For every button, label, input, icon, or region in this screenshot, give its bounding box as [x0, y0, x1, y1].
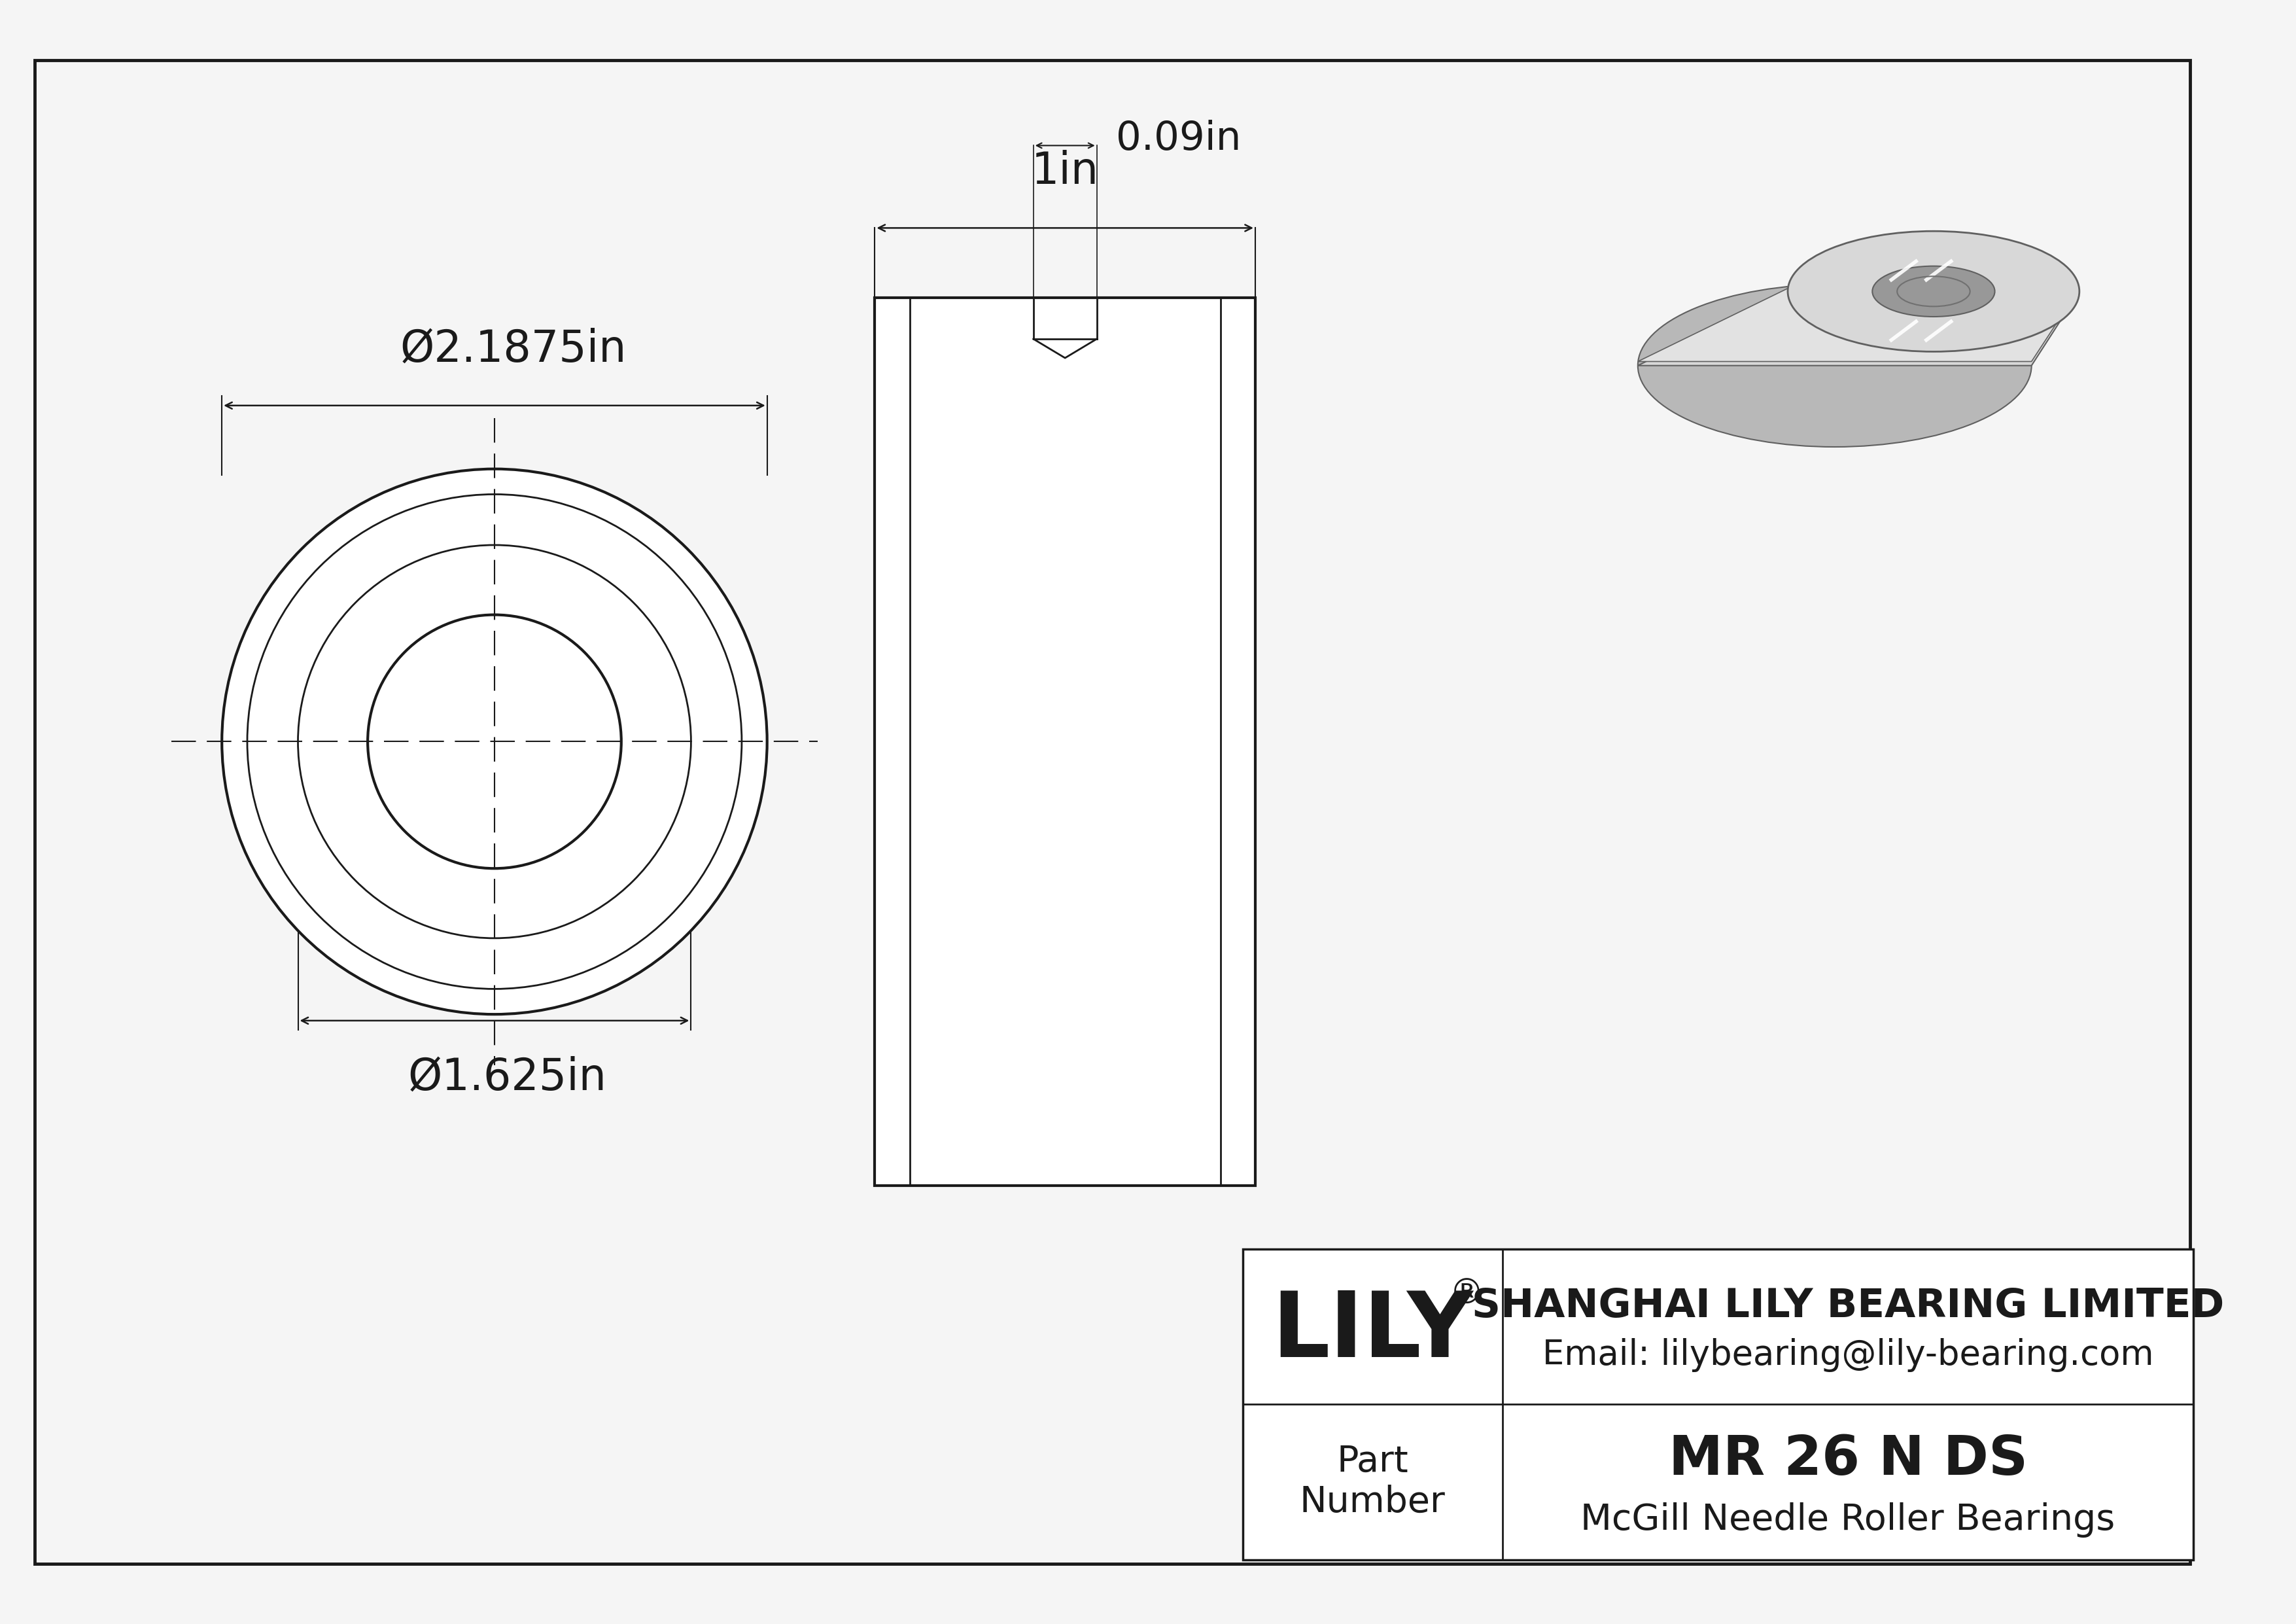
Text: SHANGHAI LILY BEARING LIMITED: SHANGHAI LILY BEARING LIMITED	[1472, 1286, 2225, 1325]
Text: Ø2.1875in: Ø2.1875in	[400, 328, 627, 370]
Text: ®: ®	[1449, 1276, 1483, 1311]
Text: 0.09in: 0.09in	[1116, 120, 1242, 159]
Bar	[1242, 1249, 2193, 1559]
Text: LILY: LILY	[1272, 1288, 1474, 1376]
Circle shape	[298, 546, 691, 939]
Ellipse shape	[1637, 284, 2032, 447]
Circle shape	[223, 469, 767, 1015]
Text: MR 26 N DS: MR 26 N DS	[1669, 1434, 2027, 1486]
Polygon shape	[1637, 291, 2080, 365]
Text: 1in: 1in	[1031, 149, 1100, 193]
Text: Email: lilybearing@lily-bearing.com: Email: lilybearing@lily-bearing.com	[1543, 1338, 2154, 1372]
Circle shape	[248, 494, 742, 989]
Ellipse shape	[1789, 231, 2080, 352]
Polygon shape	[1637, 289, 2080, 362]
Text: McGill Needle Roller Bearings: McGill Needle Roller Bearings	[1580, 1502, 2115, 1538]
Bar	[875, 297, 1256, 1186]
Circle shape	[367, 615, 622, 869]
Text: Ø1.625in: Ø1.625in	[409, 1056, 606, 1099]
Ellipse shape	[1871, 266, 1995, 317]
Text: Part
Number: Part Number	[1300, 1444, 1446, 1520]
